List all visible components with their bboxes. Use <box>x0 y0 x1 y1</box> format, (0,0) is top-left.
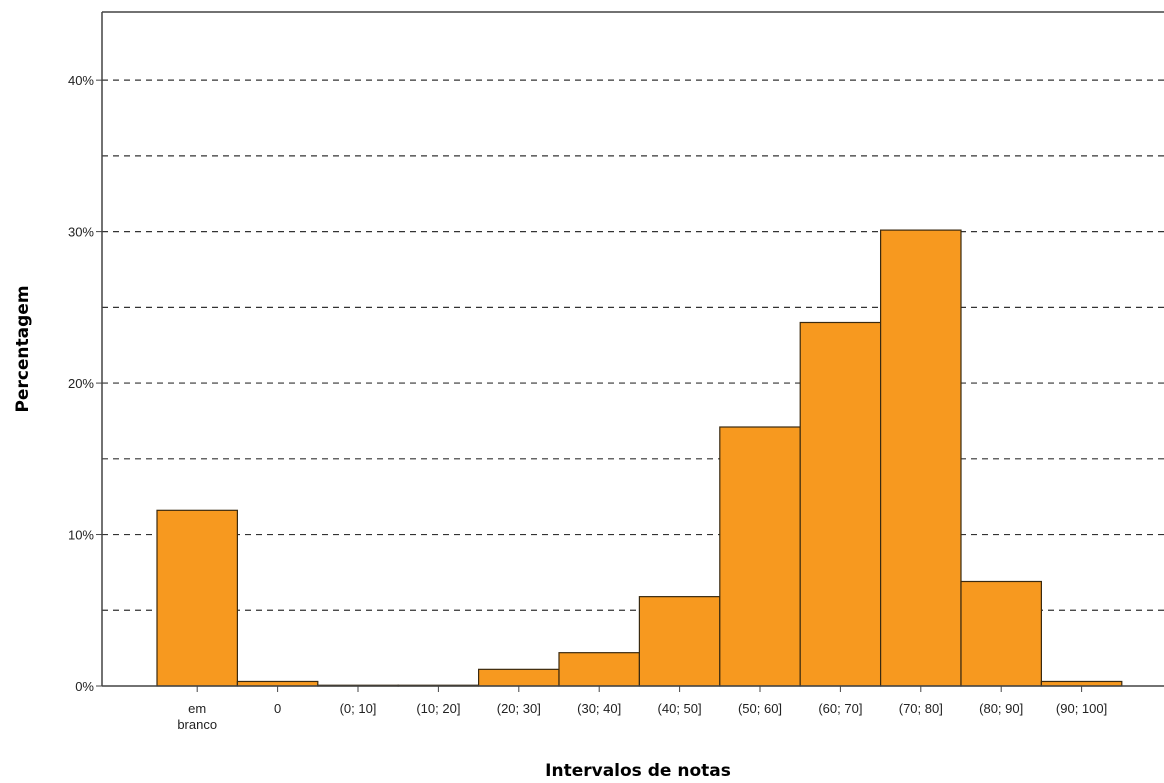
ytick-label-1: 10% <box>68 528 94 543</box>
gridlines <box>102 79 1164 611</box>
xtick-label-6: (40; 50] <box>658 701 702 716</box>
xtick-label-8: (60; 70] <box>818 701 862 716</box>
bar-9 <box>879 229 962 687</box>
bar-0 <box>156 509 239 687</box>
bar-4 <box>478 668 560 687</box>
x-ticks: em branco 0 (0; 10] (10; 20] (20; 30] (30; 40]… <box>177 686 1107 732</box>
xtick-label-3: (10; 20] <box>416 701 460 716</box>
xtick-label-11: (90; 100] <box>1056 701 1107 716</box>
xtick-label-4: (20; 30] <box>497 701 541 716</box>
xtick-label-0: em branco <box>177 701 217 732</box>
y-ticks: 0% 10% 20% 30% 40% <box>68 73 102 694</box>
bar-8 <box>799 321 882 687</box>
xtick-label-1: 0 <box>274 701 281 716</box>
axes <box>101 11 1164 687</box>
ytick-label-0: 0% <box>75 679 94 694</box>
ytick-label-2: 20% <box>68 376 94 391</box>
xtick-label-7: (50; 60] <box>738 701 782 716</box>
xtick-label-5: (30; 40] <box>577 701 621 716</box>
bars <box>156 229 1123 687</box>
xtick-label-10: (80; 90] <box>979 701 1023 716</box>
y-axis-title: Percentagem <box>13 285 33 412</box>
xtick-label-2: (0; 10] <box>340 701 377 716</box>
x-axis-title: Intervalos de notas <box>545 761 731 781</box>
bar-6 <box>638 596 721 687</box>
ytick-label-4: 40% <box>68 73 94 88</box>
ytick-label-3: 30% <box>68 225 94 240</box>
bar-5 <box>558 652 641 687</box>
bar-7 <box>719 426 801 687</box>
bar-10 <box>960 580 1043 687</box>
xtick-label-9: (70; 80] <box>899 701 943 716</box>
